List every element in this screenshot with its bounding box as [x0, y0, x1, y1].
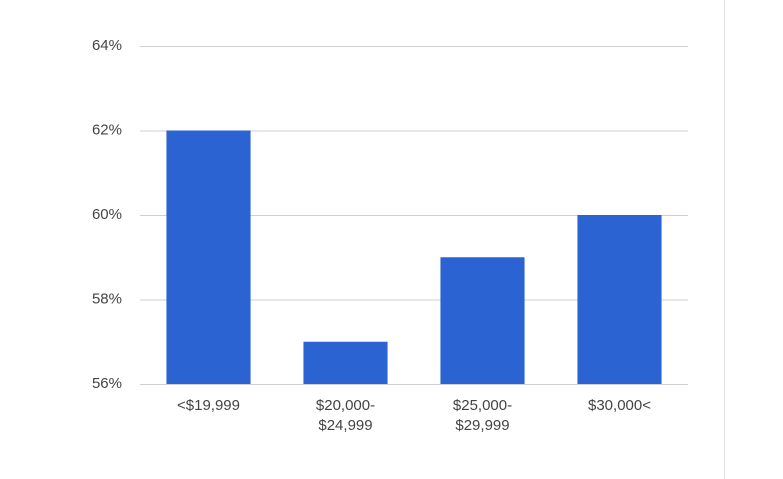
y-tick-label: 58% [92, 290, 122, 307]
y-tick-label: 64% [92, 37, 122, 54]
y-tick-label: 60% [92, 206, 122, 223]
y-tick-label: 56% [92, 375, 122, 392]
x-tick-label: $20,000-$24,999 [316, 397, 375, 434]
bar [166, 130, 251, 384]
bar [303, 341, 388, 384]
x-tick-label: $30,000< [588, 397, 651, 414]
y-tick-label: 62% [92, 121, 122, 138]
bar [577, 215, 662, 384]
bar [440, 257, 525, 384]
x-tick-label: $25,000-$29,999 [453, 397, 512, 434]
x-tick-label: <$19,999 [177, 397, 240, 414]
